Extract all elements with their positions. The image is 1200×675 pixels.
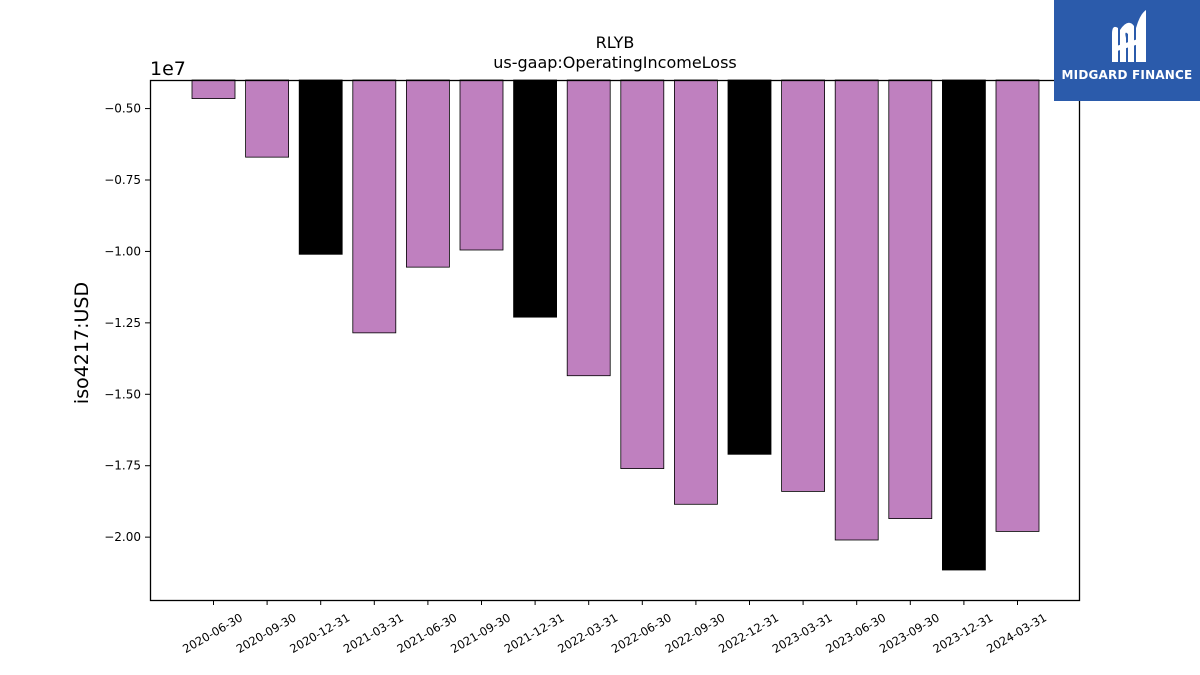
bar-2022-03-31 — [566, 79, 611, 377]
midgard-finance-logo: MIDGARD FINANCE — [1054, 0, 1200, 101]
x-tick-label: 2023-09-30 — [877, 610, 942, 656]
y-tick-label: −1.00 — [104, 244, 141, 258]
bar-2022-12-31 — [727, 79, 772, 455]
bar-2023-06-30 — [834, 79, 879, 541]
x-tick-label: 2024-03-31 — [984, 610, 1049, 656]
x-tick-label: 2022-12-31 — [716, 610, 781, 656]
x-tick-label: 2023-12-31 — [931, 610, 996, 656]
x-tick-label: 2022-06-30 — [609, 610, 674, 656]
x-tick-label: 2022-09-30 — [663, 610, 728, 656]
plot-frame — [149, 79, 1081, 602]
x-tick-label: 2021-06-30 — [395, 610, 460, 656]
chart-title: RLYB — [596, 33, 635, 52]
bar-2024-03-31 — [995, 79, 1040, 532]
bar-2020-06-30 — [191, 79, 236, 99]
bar-2020-09-30 — [245, 79, 290, 158]
y-axis-label: iso4217:USD — [71, 282, 93, 404]
x-axis: 2020-06-302020-09-302020-12-312021-03-31… — [180, 600, 1049, 656]
y-tick-label: −1.75 — [104, 459, 141, 473]
logo-text: MIDGARD FINANCE — [1061, 68, 1193, 82]
x-tick-label: 2020-06-30 — [180, 610, 245, 656]
x-tick-label: 2023-06-30 — [823, 610, 888, 656]
x-tick-label: 2020-09-30 — [234, 610, 299, 656]
x-tick-label: 2021-09-30 — [448, 610, 513, 656]
bars-group — [191, 79, 1040, 571]
bar-2023-12-31 — [942, 79, 986, 571]
x-tick-label: 2021-03-31 — [341, 610, 406, 656]
y-tick-label: −0.75 — [104, 173, 141, 187]
bar-2020-12-31 — [298, 79, 343, 255]
y-offset-label: 1e7 — [150, 58, 186, 80]
x-tick-label: 2023-03-31 — [770, 610, 835, 656]
y-axis: −0.50 −0.75 −1.00 −1.25 −1.50 −1.75 −2.00 — [104, 102, 150, 544]
bar-2021-12-31 — [513, 79, 557, 318]
y-tick-label: −0.50 — [104, 102, 141, 116]
chart-subtitle: us-gaap:OperatingIncomeLoss — [493, 53, 737, 72]
bar-2021-06-30 — [405, 79, 450, 268]
y-tick-label: −1.25 — [104, 316, 141, 330]
x-tick-label: 2020-12-31 — [287, 610, 352, 656]
x-tick-label: 2022-03-31 — [555, 610, 620, 656]
bar-2021-03-31 — [352, 79, 397, 334]
y-tick-label: −2.00 — [104, 530, 141, 544]
bar-2022-06-30 — [620, 79, 665, 469]
x-tick-label: 2021-12-31 — [502, 610, 567, 656]
bar-2021-09-30 — [459, 79, 504, 251]
bar-2022-09-30 — [674, 79, 718, 505]
bar-2023-09-30 — [888, 79, 933, 519]
midgard-logo-icon — [1112, 10, 1146, 62]
bar-2023-03-31 — [781, 79, 825, 492]
y-tick-label: −1.50 — [104, 387, 141, 401]
